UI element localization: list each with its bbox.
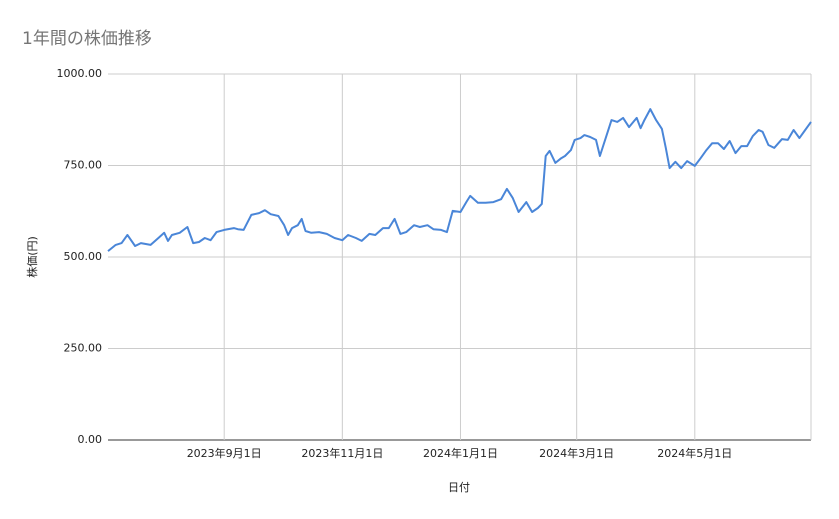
y-axis-title: 株価(円) bbox=[25, 236, 39, 278]
x-tick-label: 2024年1月1日 bbox=[423, 446, 498, 460]
x-axis-title: 日付 bbox=[448, 481, 470, 494]
x-tick-label: 2024年5月1日 bbox=[657, 446, 732, 460]
y-tick-label: 0.00 bbox=[78, 433, 103, 446]
x-tick-label: 2024年3月1日 bbox=[539, 446, 614, 460]
y-tick-label: 1000.00 bbox=[57, 67, 103, 80]
x-tick-label: 2023年9月1日 bbox=[187, 446, 262, 460]
chart-title: 1年間の株価推移 bbox=[22, 29, 152, 49]
y-tick-label: 500.00 bbox=[64, 250, 103, 263]
y-tick-label: 250.00 bbox=[64, 342, 103, 355]
line-series bbox=[107, 108, 812, 252]
x-tick-label: 2023年11月1日 bbox=[301, 446, 383, 460]
y-tick-label: 750.00 bbox=[64, 159, 103, 172]
